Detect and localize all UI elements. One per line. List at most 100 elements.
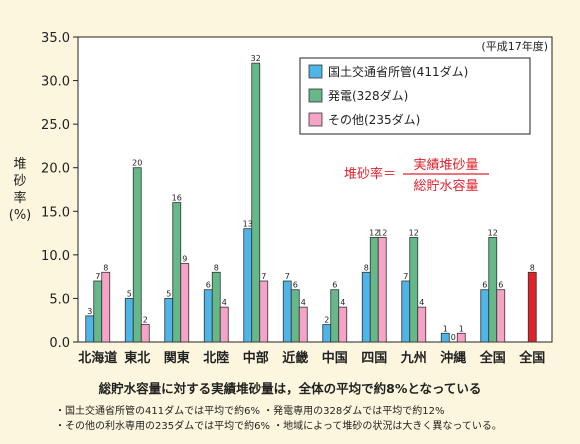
bar	[219, 306, 229, 343]
bar	[243, 228, 253, 343]
bar	[140, 324, 150, 343]
data-label: 8	[214, 263, 219, 272]
legend-swatch	[308, 64, 323, 79]
data-label: 7	[261, 272, 266, 281]
x-tick-label: 近畿	[282, 350, 308, 366]
data-label: 16	[172, 194, 182, 203]
bar	[409, 237, 419, 343]
x-tick-label: 北海道	[78, 350, 117, 366]
data-label: 8	[364, 263, 369, 272]
y-axis-label: 率	[13, 190, 26, 206]
bar	[417, 306, 427, 343]
bar	[480, 289, 490, 343]
bar	[101, 271, 111, 343]
data-label: 12	[409, 228, 419, 237]
bar	[124, 298, 134, 343]
data-label: 6	[482, 281, 487, 290]
x-tick-label: 中部	[243, 350, 269, 366]
legend-swatch	[308, 112, 323, 127]
bar	[496, 289, 506, 343]
bar	[338, 306, 348, 343]
y-tick-label: 10.0	[41, 249, 70, 264]
bar	[322, 324, 332, 343]
sedimentation-rate-chart: 0.0 5.0 10.0 15.0 20.0 25.0 30.0 35.0 堆砂率 (%) (平成1…	[9, 31, 553, 366]
bar	[440, 332, 450, 343]
x-tick-label: 関東	[164, 350, 190, 366]
bar	[203, 289, 213, 343]
y-tick-label: 20.0	[41, 162, 70, 177]
data-label: 1	[459, 324, 464, 333]
bar	[93, 280, 103, 343]
data-label: 3	[87, 307, 92, 316]
y-tick-label: 5.0	[49, 292, 70, 307]
data-label: 1	[443, 324, 448, 333]
bar	[172, 202, 182, 343]
data-label: 6	[206, 281, 211, 290]
legend-swatch	[308, 88, 323, 103]
data-label: 4	[222, 298, 227, 307]
bar	[401, 280, 411, 343]
data-label: 12	[377, 228, 387, 237]
y-tick-label: 25.0	[41, 118, 70, 133]
note-line-2: ・その他の利水専用の235ダムでは平均で約6% ・地域によって堆砂の状況は大きく…	[55, 421, 502, 432]
data-label: 7	[285, 272, 290, 281]
data-label: 0	[451, 333, 456, 342]
data-label: 5	[166, 289, 171, 298]
period-label: (平成17年度)	[481, 39, 548, 53]
legend-label: その他(235ダム)	[328, 112, 420, 127]
legend-box	[299, 57, 531, 135]
x-tick-label: 全国	[518, 350, 545, 366]
data-label: 6	[332, 281, 337, 290]
y-axis-label: 堆	[13, 157, 26, 172]
data-label: 12	[369, 228, 379, 237]
data-label: 4	[340, 298, 345, 307]
data-label: 4	[419, 298, 424, 307]
data-label: 2	[324, 316, 329, 325]
x-tick-label: 全国	[479, 350, 506, 366]
bar	[456, 332, 466, 343]
bar	[290, 289, 300, 343]
x-tick-label: 東北	[124, 350, 150, 366]
bar	[330, 289, 340, 343]
bar	[282, 280, 292, 343]
bar	[180, 263, 190, 343]
bar	[488, 237, 498, 343]
data-label: 32	[251, 54, 261, 63]
data-label: 5	[127, 289, 132, 298]
bar	[251, 62, 261, 343]
x-tick-label: 沖縄	[440, 350, 466, 366]
formula-lhs: 堆砂率＝	[344, 166, 396, 182]
data-label: 6	[498, 281, 503, 290]
formula-numerator: 実績堆砂量	[413, 157, 478, 173]
x-tick-label: 中国	[322, 350, 348, 366]
bar	[369, 237, 379, 343]
bar	[298, 306, 308, 343]
data-label: 7	[403, 272, 408, 281]
y-tick-label: 35.0	[41, 31, 70, 46]
x-tick-label: 九州	[400, 351, 427, 366]
legend-label: 発電(328ダム)	[328, 88, 408, 103]
y-axis-label: (%)	[9, 208, 32, 223]
bar	[377, 237, 387, 343]
y-tick-label: 15.0	[41, 205, 70, 220]
x-tick-label: 北陸	[203, 350, 229, 366]
bar	[259, 280, 269, 343]
data-label: 20	[132, 159, 142, 168]
data-label: 9	[182, 255, 187, 264]
data-label: 4	[301, 298, 306, 307]
bar	[361, 271, 371, 343]
bar	[164, 298, 174, 343]
note-line-1: ・国土交通省所管の411ダムでは平均で約6% ・発電専用の328ダムでは平均で約…	[55, 406, 445, 417]
data-label: 2	[143, 316, 148, 325]
bar	[85, 315, 95, 343]
y-tick-label: 0.0	[49, 336, 70, 351]
bar	[132, 167, 142, 343]
data-label: 6	[293, 281, 298, 290]
data-label: 7	[95, 272, 100, 281]
y-axis-label: 砂	[13, 174, 26, 189]
data-label: 12	[488, 228, 498, 237]
bar	[527, 271, 537, 343]
bar	[211, 271, 221, 343]
legend-label: 国土交通省所管(411ダム)	[328, 64, 468, 79]
formula-denominator: 総貯水容量	[413, 178, 478, 194]
